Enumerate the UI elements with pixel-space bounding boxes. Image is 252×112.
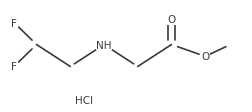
Text: O: O <box>167 15 175 25</box>
Text: F: F <box>11 62 17 72</box>
Text: NH: NH <box>96 40 111 50</box>
Text: HCl: HCl <box>75 95 93 105</box>
Text: O: O <box>200 52 208 62</box>
Text: F: F <box>11 18 17 28</box>
